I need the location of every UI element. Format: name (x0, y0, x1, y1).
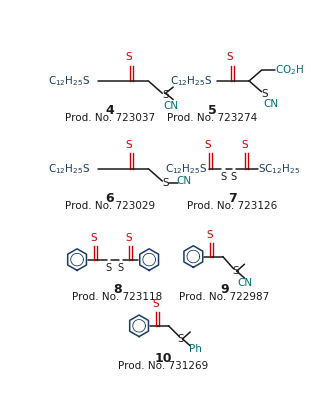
Text: CO$_2$H: CO$_2$H (276, 63, 305, 77)
Text: S: S (126, 53, 132, 62)
Text: 4: 4 (105, 104, 114, 117)
Text: S: S (90, 233, 97, 243)
Text: S: S (206, 229, 213, 240)
Text: S: S (126, 140, 132, 150)
Text: S: S (226, 53, 233, 62)
Text: Prod. No. 731269: Prod. No. 731269 (118, 361, 208, 371)
Text: C$_{12}$H$_{25}$S: C$_{12}$H$_{25}$S (48, 74, 90, 88)
Text: Prod. No. 723274: Prod. No. 723274 (167, 113, 257, 123)
Text: 9: 9 (220, 283, 229, 296)
Text: S: S (262, 89, 268, 99)
Text: SC$_{12}$H$_{25}$: SC$_{12}$H$_{25}$ (258, 162, 300, 176)
Text: Prod. No. 722987: Prod. No. 722987 (179, 292, 270, 302)
Text: CN: CN (164, 101, 179, 111)
Text: S: S (162, 178, 169, 188)
Text: C$_{12}$H$_{25}$S: C$_{12}$H$_{25}$S (48, 162, 90, 176)
Text: S: S (231, 172, 237, 182)
Text: Ph: Ph (189, 344, 202, 354)
Text: S: S (241, 140, 248, 150)
Text: Prod. No. 723029: Prod. No. 723029 (64, 201, 155, 211)
Text: 6: 6 (105, 192, 114, 205)
Text: Prod. No. 723037: Prod. No. 723037 (64, 113, 155, 123)
Text: S: S (232, 266, 239, 276)
Text: S: S (178, 334, 184, 344)
Text: C$_{12}$H$_{25}$S: C$_{12}$H$_{25}$S (166, 162, 208, 176)
Text: S: S (106, 263, 112, 273)
Text: 5: 5 (208, 104, 216, 117)
Text: C$_{12}$H$_{25}$S: C$_{12}$H$_{25}$S (170, 74, 212, 88)
Text: Prod. No. 723126: Prod. No. 723126 (187, 201, 277, 211)
Text: 10: 10 (154, 352, 172, 365)
Text: S: S (125, 233, 131, 243)
Text: S: S (205, 140, 211, 150)
Text: Prod. No. 723118: Prod. No. 723118 (72, 292, 162, 302)
Text: S: S (117, 263, 123, 273)
Text: S: S (220, 172, 226, 182)
Text: CN: CN (238, 278, 253, 288)
Text: 7: 7 (228, 192, 236, 205)
Text: CN: CN (263, 99, 278, 110)
Text: CN: CN (176, 176, 191, 186)
Text: 8: 8 (113, 283, 122, 296)
Text: S: S (152, 299, 159, 309)
Text: S: S (162, 90, 169, 100)
